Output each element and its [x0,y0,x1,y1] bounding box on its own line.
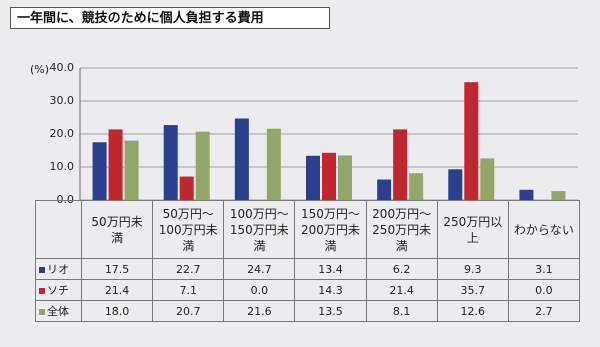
value-label: 2.7 [507,300,580,322]
series-row: 全体 18.0 20.7 21.6 13.5 8.1 12.6 2.7 [35,300,580,322]
bar [448,169,463,200]
legend-label: リオ [47,263,69,276]
bar [124,140,139,200]
legend-label: 全体 [47,305,69,318]
bar [179,176,194,200]
value-label: 21.6 [223,300,296,322]
legend-item: リオ [35,258,82,280]
y-tick-label: 20.0 [50,127,75,140]
value-label: 21.4 [80,279,154,301]
value-label: 24.7 [223,258,296,280]
bar [92,142,107,200]
bar [377,179,392,200]
y-tick-label: 30.0 [50,94,75,107]
legend-swatch [39,288,45,294]
x-tick-label: 150万円～200万円未満 [294,200,367,259]
legend-swatch [39,309,45,315]
y-tick-label: 40.0 [50,61,75,74]
bar [108,129,123,200]
y-axis-label: (%) [30,63,49,76]
value-label: 35.7 [436,279,509,301]
header-row: 50万円未満 50万円～100万円未満 100万円～150万円未満 150万円～200… [35,200,580,259]
x-tick-label: 100万円～150万円未満 [223,200,296,259]
value-label: 20.7 [152,300,225,322]
legend-label: ソチ [47,284,69,297]
legend-item: ソチ [35,279,82,301]
value-label: 13.5 [294,300,367,322]
bar [480,158,495,200]
bar [163,125,178,200]
bar [393,129,408,200]
bar [234,118,249,200]
chart-title: 一年間に、競技のために個人負担する費用 [10,7,330,29]
bar [322,152,336,200]
value-label: 6.2 [365,258,438,280]
bar [464,82,479,200]
bar [551,191,566,200]
legend-item: 全体 [35,300,82,322]
value-label: 14.3 [294,279,367,301]
value-label: 22.7 [152,258,225,280]
legend-swatch [39,267,45,273]
x-tick-label: 50万円～100万円未満 [152,200,225,259]
x-tick-label: 200万円～250万円未満 [365,200,438,259]
bar [195,131,210,200]
value-label: 18.0 [80,300,154,322]
bar [306,155,320,200]
series-row: リオ 17.5 22.7 24.7 13.4 6.2 9.3 3.1 [35,258,580,280]
bar [409,173,424,200]
corner-cell [35,200,82,259]
value-label: 8.1 [365,300,438,322]
x-tick-label: わからない [507,200,580,259]
value-label: 21.4 [365,279,438,301]
value-label: 13.4 [294,258,367,280]
value-label: 17.5 [80,258,154,280]
value-label: 0.0 [507,279,580,301]
value-label: 9.3 [436,258,509,280]
y-tick-label: 10.0 [50,160,75,173]
bar [338,155,352,200]
value-label: 0.0 [223,279,296,301]
x-tick-label: 250万円以上 [436,200,509,259]
data-table: 50万円未満 50万円～100万円未満 100万円～150万円未満 150万円～200… [35,200,580,322]
value-label: 7.1 [152,279,225,301]
series-row: ソチ 21.4 7.1 0.0 14.3 21.4 35.7 0.0 [35,279,580,301]
bar [266,128,281,200]
bar [519,189,534,200]
value-label: 3.1 [507,258,580,280]
x-tick-label: 50万円未満 [80,200,154,259]
value-label: 12.6 [436,300,509,322]
